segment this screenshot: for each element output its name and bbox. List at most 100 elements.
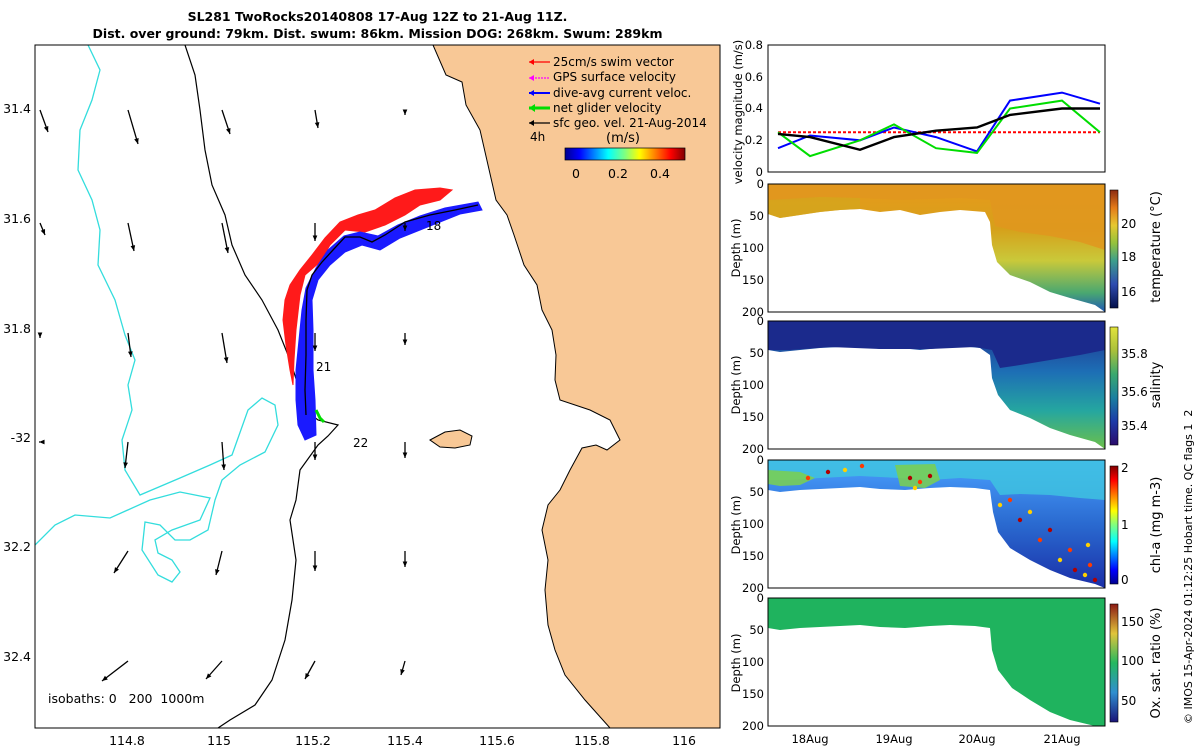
map-y-tick: 31.8 <box>3 321 31 336</box>
sfc-velocity-arrowhead <box>206 673 212 679</box>
legend-label-current: dive-avg current veloc. <box>553 86 691 100</box>
chart-title: SL281 TwoRocks20140808 17-Aug 12Z to 21-… <box>187 9 568 24</box>
sfc-velocity-arrowhead <box>114 567 119 573</box>
salinity-surface-layer <box>768 321 1105 368</box>
map-y-tick: 31.6 <box>3 211 31 226</box>
salinity-c-label: salinity <box>1149 361 1164 408</box>
chla-panel: 0 1 2 chl-a (mg m-3) Depth (m) 0 50 100 … <box>729 453 1164 595</box>
map-x-tick: 116 <box>672 733 696 748</box>
chla-point <box>825 469 831 475</box>
speed-colorbar <box>564 147 686 161</box>
day-label-22: 22 <box>353 436 368 450</box>
temperature-surface-layer <box>768 184 1105 250</box>
chla-point <box>859 463 865 469</box>
chla-c-label: chl-a (mg m-3) <box>1149 477 1164 574</box>
map-y-tick: -32 <box>11 430 31 445</box>
chla-point <box>1037 537 1043 543</box>
sfc-velocity-arrowhead <box>402 109 408 115</box>
oxygen-c-tick: 150 <box>1121 615 1144 629</box>
sfc-velocity-arrow <box>127 109 139 145</box>
depth-tick: 0 <box>757 314 764 328</box>
sfc-velocity-arrowhead <box>312 345 318 351</box>
depth-tick: 150 <box>742 273 764 287</box>
sfc-velocity-arrowhead <box>400 669 405 675</box>
sfc-velocity-arrowhead <box>37 332 43 338</box>
chla-point <box>1072 567 1078 573</box>
sfc-velocity-arrowhead <box>402 561 408 567</box>
velocity-y-tick: 0.2 <box>745 133 763 147</box>
sfc-velocity-arrowhead <box>123 462 128 468</box>
chla-point <box>1027 509 1033 515</box>
chla-point <box>805 475 811 481</box>
chla-point <box>842 467 848 473</box>
speed-colorbar-tick: 0.4 <box>650 166 670 181</box>
temperature-y-label: Depth (m) <box>729 219 743 278</box>
depth-tick: 150 <box>742 549 764 563</box>
chla-point <box>997 502 1003 508</box>
velocity-line-3 <box>777 107 1100 152</box>
chla-point <box>927 473 933 479</box>
salinity-y-label: Depth (m) <box>729 356 743 415</box>
oxygen-y-axis: 0 50 100 150 200 <box>742 591 764 733</box>
velocity-series <box>777 91 1101 158</box>
velocity-y-tick: 0.4 <box>745 101 763 115</box>
sfc-velocity-arrowhead <box>402 339 408 345</box>
salinity-frame <box>767 320 1106 450</box>
time-label: 4h <box>530 130 545 144</box>
salinity-colorbar <box>1109 326 1119 446</box>
temperature-panel: 16 18 20 temperature (°C) Depth (m) 0 50… <box>729 177 1164 319</box>
oxygen-c-tick: 100 <box>1121 654 1144 668</box>
depth-tick: 100 <box>742 517 764 531</box>
legend-label-net: net glider velocity <box>553 101 661 115</box>
panels-x-tick: 21Aug <box>1043 732 1080 746</box>
chla-green-patch <box>768 464 940 488</box>
footer-credit: © IMOS 15-Apr-2024 01:12:25 Hobart time.… <box>1182 410 1195 724</box>
isobaths-label: isobaths: 0 200 1000m <box>48 691 204 706</box>
oxygen-section <box>768 598 1105 726</box>
depth-tick: 100 <box>742 378 764 392</box>
map-panel: 21 22 18 isobaths: 0 200 1000m 25cm/s sw… <box>3 44 721 748</box>
map-y-axis: 31.4 31.6 31.8 -32 32.2 32.4 <box>3 101 31 664</box>
salinity-c-tick: 35.8 <box>1121 347 1148 361</box>
depth-tick: 0 <box>757 453 764 467</box>
depth-tick: 150 <box>742 410 764 424</box>
legend-label-sfc: sfc geo. vel. 21-Aug-2014 <box>553 116 707 130</box>
velocity-y-tick: 0.6 <box>745 70 763 84</box>
oxygen-frame <box>767 597 1106 727</box>
temperature-colorbar-ticks: 16 18 20 <box>1121 217 1136 299</box>
depth-tick: 200 <box>742 442 764 456</box>
map-x-tick: 115.4 <box>387 733 423 748</box>
legend-arrowhead-gps <box>529 75 534 81</box>
map-y-tick: 32.2 <box>3 539 31 554</box>
depth-tick: 100 <box>742 241 764 255</box>
chla-point <box>1067 547 1073 553</box>
chla-c-tick: 2 <box>1121 461 1129 475</box>
velocity-line-2 <box>777 99 1101 158</box>
chart-subtitle: Dist. over ground: 79km. Dist. swum: 86k… <box>92 26 663 41</box>
temperature-y-axis: 0 50 100 150 200 <box>742 177 764 319</box>
depth-tick: 50 <box>749 346 764 360</box>
depth-tick: 100 <box>742 655 764 669</box>
temperature-c-label: temperature (°C) <box>1149 191 1164 303</box>
temperature-colorbar <box>1109 189 1119 309</box>
map-legend: 25cm/s swim vector GPS surface velocity … <box>529 55 707 181</box>
map-x-tick: 114.8 <box>109 733 145 748</box>
panels-x-tick: 20Aug <box>958 732 995 746</box>
legend-arrowhead-swim <box>529 59 534 65</box>
oxygen-y-label: Depth (m) <box>729 634 743 693</box>
temperature-warm-upper <box>768 197 860 218</box>
sfc-velocity-arrowhead <box>134 138 139 144</box>
temperature-frame <box>767 183 1106 313</box>
sfc-velocity-arrowhead <box>223 357 229 363</box>
chla-colorbar <box>1109 465 1119 585</box>
velocity-panel: 0 0.2 0.4 0.6 0.8 velocity magnitude (m/… <box>731 38 1106 184</box>
speed-colorbar-tick: 0 <box>572 166 580 181</box>
depth-tick: 50 <box>749 209 764 223</box>
oxygen-c-tick: 50 <box>1121 694 1136 708</box>
island <box>429 429 473 449</box>
legend-label-gps: GPS surface velocity <box>553 70 676 84</box>
velocity-line-1 <box>777 91 1101 153</box>
panels-x-tick: 19Aug <box>875 732 912 746</box>
map-x-tick: 115.2 <box>295 733 331 748</box>
